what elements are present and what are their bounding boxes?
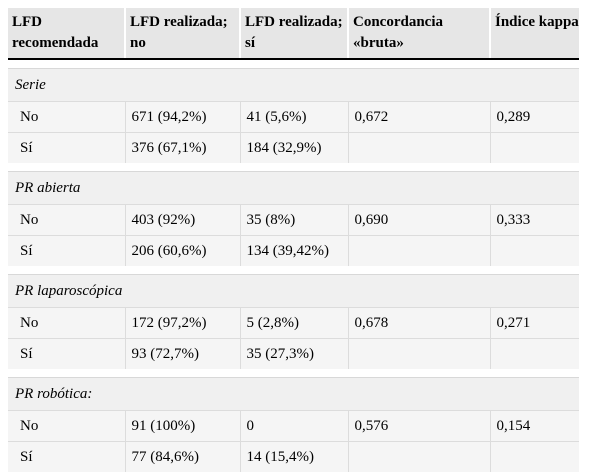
cell	[490, 339, 579, 370]
cell: 0,678	[348, 308, 490, 339]
cell	[348, 339, 490, 370]
cell	[490, 442, 579, 472]
cell	[348, 133, 490, 164]
section-row: PR robótica:	[8, 378, 579, 411]
cell: 0,576	[348, 411, 490, 442]
table-row: Sí 206 (60,6%) 134 (39,42%)	[8, 236, 579, 267]
section-row: PR laparoscópica	[8, 275, 579, 308]
cell: 0,672	[348, 102, 490, 133]
header-indice-kappa: Índice kappa	[490, 8, 579, 59]
cell: 14 (15,4%)	[240, 442, 348, 472]
cell: 35 (27,3%)	[240, 339, 348, 370]
cell	[348, 442, 490, 472]
cell: Sí	[8, 339, 125, 370]
header-lfd-realizada-no: LFD realizada; no	[125, 8, 240, 59]
table-row: Sí 77 (84,6%) 14 (15,4%)	[8, 442, 579, 472]
cell: 0,154	[490, 411, 579, 442]
section-title: PR laparoscópica	[8, 275, 579, 308]
cell: No	[8, 411, 125, 442]
cell: 93 (72,7%)	[125, 339, 240, 370]
table-row: No 671 (94,2%) 41 (5,6%) 0,672 0,289	[8, 102, 579, 133]
cell: 184 (32,9%)	[240, 133, 348, 164]
cell	[490, 236, 579, 267]
header-concordancia-bruta: Concordancia «bruta»	[348, 8, 490, 59]
cell: No	[8, 102, 125, 133]
cell	[348, 236, 490, 267]
header-lfd-recomendada: LFD recomendada	[8, 8, 125, 59]
table-row: No 91 (100%) 0 0,576 0,154	[8, 411, 579, 442]
cell: 41 (5,6%)	[240, 102, 348, 133]
cell: 91 (100%)	[125, 411, 240, 442]
table-row: Sí 376 (67,1%) 184 (32,9%)	[8, 133, 579, 164]
concordance-table: LFD recomendada LFD realizada; no LFD re…	[8, 8, 579, 472]
cell: 0,690	[348, 205, 490, 236]
cell: Sí	[8, 236, 125, 267]
cell: 5 (2,8%)	[240, 308, 348, 339]
cell: 376 (67,1%)	[125, 133, 240, 164]
cell: 206 (60,6%)	[125, 236, 240, 267]
table-row: Sí 93 (72,7%) 35 (27,3%)	[8, 339, 579, 370]
cell: 0,271	[490, 308, 579, 339]
header-lfd-realizada-si: LFD realizada; sí	[240, 8, 348, 59]
cell: No	[8, 308, 125, 339]
cell: Sí	[8, 133, 125, 164]
cell: 0,333	[490, 205, 579, 236]
cell: Sí	[8, 442, 125, 472]
section-row: Serie	[8, 69, 579, 102]
section-row: PR abierta	[8, 172, 579, 205]
cell: 172 (97,2%)	[125, 308, 240, 339]
section-title: PR abierta	[8, 172, 579, 205]
section-title: Serie	[8, 69, 579, 102]
cell: 403 (92%)	[125, 205, 240, 236]
table-row: No 403 (92%) 35 (8%) 0,690 0,333	[8, 205, 579, 236]
cell: No	[8, 205, 125, 236]
section-title: PR robótica:	[8, 378, 579, 411]
cell: 77 (84,6%)	[125, 442, 240, 472]
header-row: LFD recomendada LFD realizada; no LFD re…	[8, 8, 579, 59]
cell: 671 (94,2%)	[125, 102, 240, 133]
table-row: No 172 (97,2%) 5 (2,8%) 0,678 0,271	[8, 308, 579, 339]
cell	[490, 133, 579, 164]
cell: 35 (8%)	[240, 205, 348, 236]
cell: 0,289	[490, 102, 579, 133]
cell: 0	[240, 411, 348, 442]
cell: 134 (39,42%)	[240, 236, 348, 267]
